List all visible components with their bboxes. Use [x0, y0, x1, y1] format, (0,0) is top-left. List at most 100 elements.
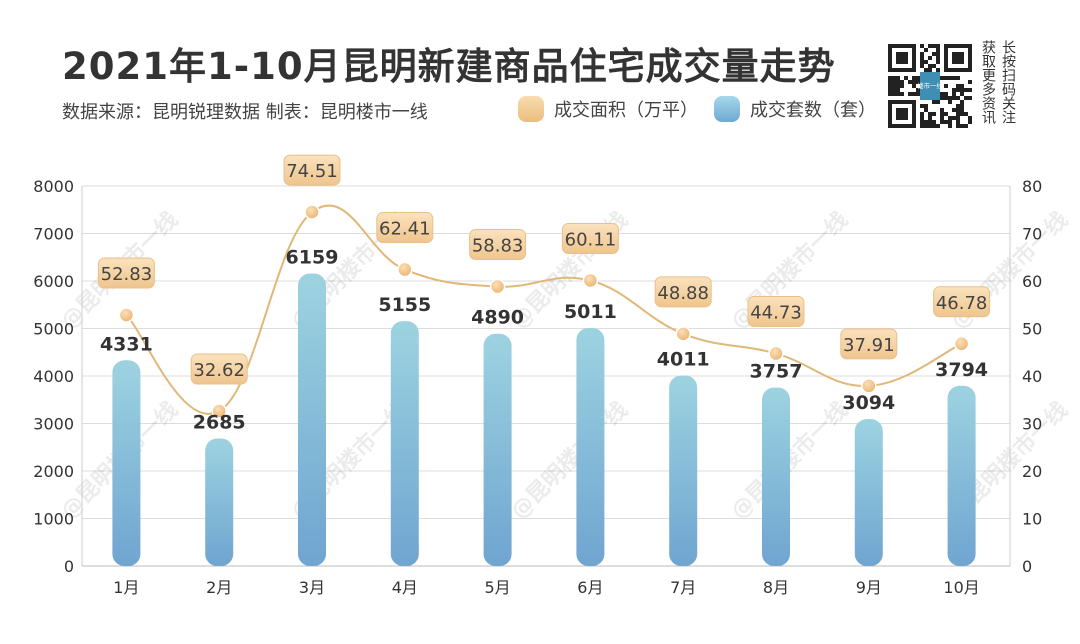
- line-label: 60.11: [561, 222, 619, 254]
- line-label-text: 37.91: [843, 335, 895, 356]
- bar-label: 2685: [193, 411, 246, 433]
- bar: [762, 387, 790, 566]
- legend-item-units: 成交套数（套）: [714, 96, 876, 122]
- bar-label: 6159: [286, 246, 339, 268]
- x-tick: 8月: [763, 578, 789, 597]
- y-left-tick: 0: [64, 557, 74, 576]
- x-tick: 6月: [577, 578, 603, 597]
- line-label-box: [933, 286, 991, 318]
- bar-label: 5155: [378, 294, 431, 316]
- line-point: [582, 272, 599, 289]
- line-label: 52.83: [97, 257, 155, 289]
- y-left-tick: 3000: [33, 415, 74, 434]
- bar-label: 4011: [657, 348, 710, 370]
- x-tick: 4月: [392, 578, 418, 597]
- qr-caption-2: 获取更多资讯: [980, 40, 996, 124]
- line-label-text: 48.88: [657, 283, 709, 304]
- line-point: [304, 204, 320, 220]
- chart-title: 2021年1-10月昆明新建商品住宅成交量走势: [62, 45, 836, 88]
- y-left-tick: 4000: [33, 367, 74, 386]
- qr-caption-1: 长按扫码关注: [1000, 40, 1016, 124]
- line-label-box: [469, 229, 527, 261]
- legend-label-units: 成交套数（套）: [750, 100, 876, 121]
- x-tick: 2月: [206, 578, 232, 597]
- bar: [390, 321, 419, 566]
- bar: [947, 385, 976, 566]
- line-label: 58.83: [469, 229, 527, 261]
- y-right-tick: 0: [1022, 557, 1032, 576]
- line-label: 44.73: [747, 296, 805, 328]
- line-label-box: [283, 154, 341, 186]
- line-label: 46.78: [933, 286, 991, 318]
- x-tick: 1月: [113, 578, 139, 597]
- line-label-text: 46.78: [936, 293, 988, 314]
- line-label: 37.91: [840, 328, 898, 360]
- y-right-tick: 10: [1022, 510, 1042, 529]
- line-label-box: [97, 257, 155, 289]
- y-left-tick: 5000: [33, 320, 74, 339]
- bar-label: 5011: [564, 301, 617, 323]
- line-point: [489, 278, 506, 295]
- line-label: 32.62: [190, 353, 248, 385]
- line-label-box: [747, 296, 805, 328]
- x-tick: 10月: [943, 578, 979, 597]
- bar: [483, 333, 512, 566]
- line-label-box: [376, 212, 434, 244]
- x-tick: 5月: [485, 578, 511, 597]
- y-right-tick: 50: [1022, 320, 1042, 339]
- x-tick: 9月: [856, 578, 882, 597]
- bar-label: 4331: [100, 333, 153, 355]
- y-right-tick: 70: [1022, 225, 1042, 244]
- x-tick: 3月: [299, 578, 325, 597]
- y-right-tick: 80: [1022, 177, 1042, 196]
- bar-label: 3794: [935, 359, 988, 381]
- legend-swatch-area: [518, 96, 544, 122]
- bar: [854, 419, 883, 566]
- y-left-tick: 8000: [33, 177, 74, 196]
- bar-label: 4890: [471, 307, 524, 329]
- line-label-text: 32.62: [193, 360, 245, 381]
- line-label: 48.88: [654, 276, 712, 308]
- line-point: [953, 336, 970, 352]
- watermark: @昆明楼市一线: [506, 397, 633, 524]
- line-point: [861, 378, 877, 394]
- data-source: 数据来源：昆明锐理数据 制表：昆明楼市一线: [62, 102, 428, 123]
- bar-label: 3757: [750, 361, 803, 383]
- line-point: [118, 307, 135, 323]
- y-left-tick: 6000: [33, 272, 74, 291]
- line-label-text: 74.51: [286, 161, 338, 182]
- bar: [669, 375, 698, 566]
- line-point: [768, 345, 784, 362]
- y-right-tick: 40: [1022, 367, 1042, 386]
- bar: [576, 327, 605, 566]
- y-right-tick: 30: [1022, 415, 1042, 434]
- line-label-text: 44.73: [750, 303, 802, 324]
- y-left-tick: 2000: [33, 462, 74, 481]
- line-label-text: 52.83: [101, 264, 153, 285]
- bar: [205, 438, 234, 566]
- y-right-tick: 60: [1022, 272, 1042, 291]
- bar: [112, 360, 141, 566]
- bar: [298, 273, 326, 566]
- legend-swatch-units: [714, 96, 740, 122]
- line-label-text: 58.83: [472, 236, 524, 257]
- line-label-box: [190, 353, 248, 385]
- line-point: [211, 403, 227, 419]
- legend-item-area: 成交面积（万平）: [518, 96, 698, 122]
- line-label-box: [654, 276, 712, 308]
- line-point: [675, 326, 691, 342]
- y-left-tick: 1000: [33, 510, 74, 529]
- x-tick: 7月: [670, 578, 696, 597]
- line-label: 62.41: [376, 212, 434, 244]
- legend-label-area: 成交面积（万平）: [554, 100, 698, 121]
- line-label: 74.51: [283, 154, 341, 186]
- line-label-text: 62.41: [379, 219, 431, 240]
- line-label-box: [840, 328, 898, 360]
- qr-code-icon: 楼市一线: [888, 44, 972, 128]
- bar-label: 3094: [842, 392, 895, 414]
- line-label-box: [561, 222, 619, 254]
- y-left-tick: 7000: [33, 225, 74, 244]
- y-right-tick: 20: [1022, 462, 1042, 481]
- qr-logo-text: 楼市一线: [917, 81, 943, 90]
